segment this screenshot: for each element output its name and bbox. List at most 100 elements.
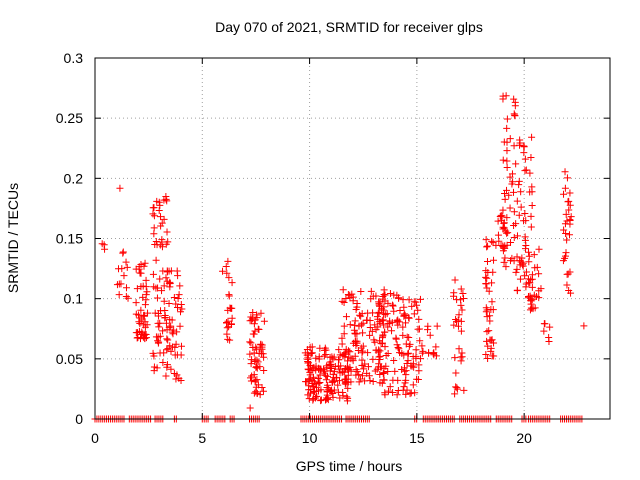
data-point bbox=[346, 321, 354, 329]
data-point bbox=[408, 362, 416, 370]
data-point bbox=[363, 369, 371, 377]
data-point bbox=[525, 248, 533, 256]
data-point bbox=[482, 280, 490, 288]
data-point bbox=[246, 404, 254, 412]
data-point bbox=[159, 327, 167, 335]
data-point bbox=[172, 340, 180, 348]
data-point bbox=[519, 262, 527, 270]
data-point bbox=[339, 368, 347, 376]
data-point bbox=[312, 380, 320, 388]
data-point bbox=[453, 296, 461, 304]
data-point bbox=[160, 282, 168, 290]
data-point bbox=[379, 370, 387, 378]
data-point bbox=[394, 387, 402, 395]
data-point bbox=[344, 347, 352, 355]
data-point bbox=[513, 197, 521, 205]
data-point bbox=[488, 298, 496, 306]
data-point bbox=[561, 168, 569, 176]
data-point bbox=[343, 393, 351, 401]
data-point bbox=[393, 341, 401, 349]
data-point bbox=[153, 294, 161, 302]
data-point bbox=[340, 322, 348, 330]
data-point bbox=[136, 335, 144, 343]
data-point bbox=[152, 237, 160, 245]
data-point bbox=[483, 306, 491, 314]
data-point bbox=[564, 198, 572, 206]
data-point bbox=[515, 181, 523, 189]
data-point bbox=[410, 363, 418, 371]
data-point bbox=[486, 336, 494, 344]
data-point bbox=[522, 166, 530, 174]
data-point bbox=[253, 376, 261, 384]
data-point bbox=[250, 349, 258, 357]
data-point bbox=[315, 374, 323, 382]
data-point bbox=[377, 340, 385, 348]
data-point bbox=[228, 314, 236, 322]
data-point bbox=[517, 203, 525, 211]
data-point bbox=[460, 294, 468, 302]
data-point bbox=[178, 305, 186, 313]
data-point bbox=[375, 308, 383, 316]
data-point bbox=[342, 295, 350, 303]
data-point bbox=[455, 345, 463, 353]
data-point bbox=[561, 252, 569, 260]
data-point bbox=[369, 355, 377, 363]
data-point bbox=[165, 299, 173, 307]
data-point bbox=[381, 291, 389, 299]
data-point bbox=[339, 286, 347, 294]
data-point bbox=[150, 352, 158, 360]
data-point bbox=[500, 138, 508, 146]
data-point bbox=[513, 286, 521, 294]
data-point bbox=[351, 330, 359, 338]
data-point bbox=[530, 291, 538, 299]
data-point bbox=[520, 217, 528, 225]
data-point bbox=[486, 317, 494, 325]
data-point bbox=[157, 213, 165, 221]
data-point bbox=[429, 350, 437, 358]
data-point bbox=[380, 310, 388, 318]
data-point bbox=[173, 328, 181, 336]
data-point bbox=[360, 365, 368, 373]
data-point bbox=[305, 366, 313, 374]
data-point bbox=[308, 379, 316, 387]
data-point bbox=[364, 349, 372, 357]
data-point bbox=[485, 327, 493, 335]
data-point bbox=[367, 295, 375, 303]
data-point bbox=[358, 372, 366, 380]
data-point bbox=[317, 397, 325, 405]
data-point bbox=[324, 372, 332, 380]
data-point bbox=[566, 201, 574, 209]
data-point bbox=[530, 251, 538, 259]
data-point bbox=[331, 362, 339, 370]
data-point bbox=[499, 225, 507, 233]
data-point bbox=[567, 213, 575, 221]
data-point bbox=[352, 305, 360, 313]
data-point bbox=[150, 224, 158, 232]
data-point bbox=[253, 314, 261, 322]
data-point bbox=[340, 330, 348, 338]
data-point bbox=[246, 350, 254, 358]
data-point bbox=[415, 367, 423, 375]
y-tick-label: 0 bbox=[75, 411, 83, 427]
data-point bbox=[155, 323, 163, 331]
data-point bbox=[162, 192, 170, 200]
data-point bbox=[510, 234, 518, 242]
data-point bbox=[167, 267, 175, 275]
data-point bbox=[560, 226, 568, 234]
data-point bbox=[384, 350, 392, 358]
data-point bbox=[521, 155, 529, 163]
data-point bbox=[228, 279, 236, 287]
data-point bbox=[511, 111, 519, 119]
data-point bbox=[135, 311, 143, 319]
data-point bbox=[503, 186, 511, 194]
data-point bbox=[227, 305, 235, 313]
data-point bbox=[142, 283, 150, 291]
data-point bbox=[404, 349, 412, 357]
data-point bbox=[366, 331, 374, 339]
data-point bbox=[353, 339, 361, 347]
data-point bbox=[527, 154, 535, 162]
data-point bbox=[329, 393, 337, 401]
data-point bbox=[361, 377, 369, 385]
data-point bbox=[351, 317, 359, 325]
data-point bbox=[484, 342, 492, 350]
